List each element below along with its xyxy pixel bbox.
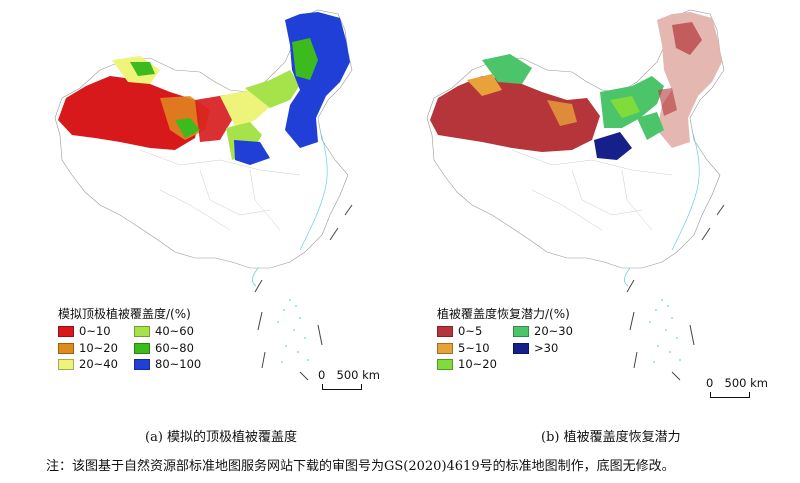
legend-a-item: 40~60 [134, 324, 224, 338]
legend-a-swatch [58, 359, 74, 371]
legend-a-title: 模拟顶极植被覆盖度/(%) [58, 307, 191, 321]
legend-a-label: 80~100 [155, 357, 202, 371]
footnote: 注：该图基于自然资源部标准地图服务网站下载的审图号为GS(2020)4619号的… [46, 459, 675, 474]
legend-b-item: 0~5 [437, 324, 513, 338]
legend-a-item: 20~40 [58, 357, 134, 371]
legend-b-swatch [513, 342, 529, 354]
legend-b-label: 10~20 [458, 357, 497, 371]
legend-b-swatch [437, 342, 453, 354]
legend-b-swatch [513, 326, 529, 338]
scale-zero: 0 [706, 376, 714, 390]
legend-a-label: 10~20 [79, 340, 118, 355]
legend-a-swatch [134, 359, 150, 371]
legend-a-item: 60~80 [134, 340, 224, 355]
scale-bar-b: 0 500 km [706, 376, 768, 398]
map-panel-a [54, 9, 353, 381]
scale-distance: 500 km [336, 368, 380, 382]
caption-b: (b) 植被覆盖度恢复潜力 [541, 430, 681, 445]
legend-a-item: 10~20 [58, 340, 134, 355]
legend-a-label: 40~60 [155, 324, 194, 338]
legend-a: 模拟顶极植被覆盖度/(%) 0~10 40~60 10~20 60~80 20~40 80… [58, 308, 224, 371]
scale-zero: 0 [318, 368, 326, 382]
scale-distance: 500 km [724, 376, 768, 390]
legend-b-item: 10~20 [437, 357, 513, 371]
map-panel-b [426, 9, 725, 381]
legend-b-label: 0~5 [458, 324, 483, 338]
legend-b-item: >30 [513, 340, 603, 355]
legend-b-item: 5~10 [437, 340, 513, 355]
legend-a-item: 80~100 [134, 357, 224, 371]
scale-bar-a: 0 500 km [318, 368, 380, 390]
legend-a-swatch [134, 342, 150, 354]
legend-a-swatch [58, 342, 74, 354]
legend-b-swatch [437, 326, 453, 338]
legend-b-label: 5~10 [458, 340, 490, 355]
legend-a-label: 0~10 [79, 324, 111, 338]
legend-a-label: 20~40 [79, 357, 118, 371]
legend-b: 植被覆盖度恢复潜力/(%) 0~5 20~30 5~10 >30 10~20 [437, 308, 603, 371]
legend-a-item: 0~10 [58, 324, 134, 338]
legend-b-label: >30 [534, 340, 559, 355]
legend-b-title: 植被覆盖度恢复潜力/(%) [437, 307, 570, 321]
legend-a-label: 60~80 [155, 340, 194, 355]
legend-a-swatch [134, 326, 150, 338]
legend-b-label: 20~30 [534, 324, 573, 338]
legend-b-item: 20~30 [513, 324, 603, 338]
legend-a-swatch [58, 326, 74, 338]
legend-b-swatch [437, 359, 453, 371]
caption-a: (a) 模拟的顶极植被覆盖度 [145, 430, 298, 445]
